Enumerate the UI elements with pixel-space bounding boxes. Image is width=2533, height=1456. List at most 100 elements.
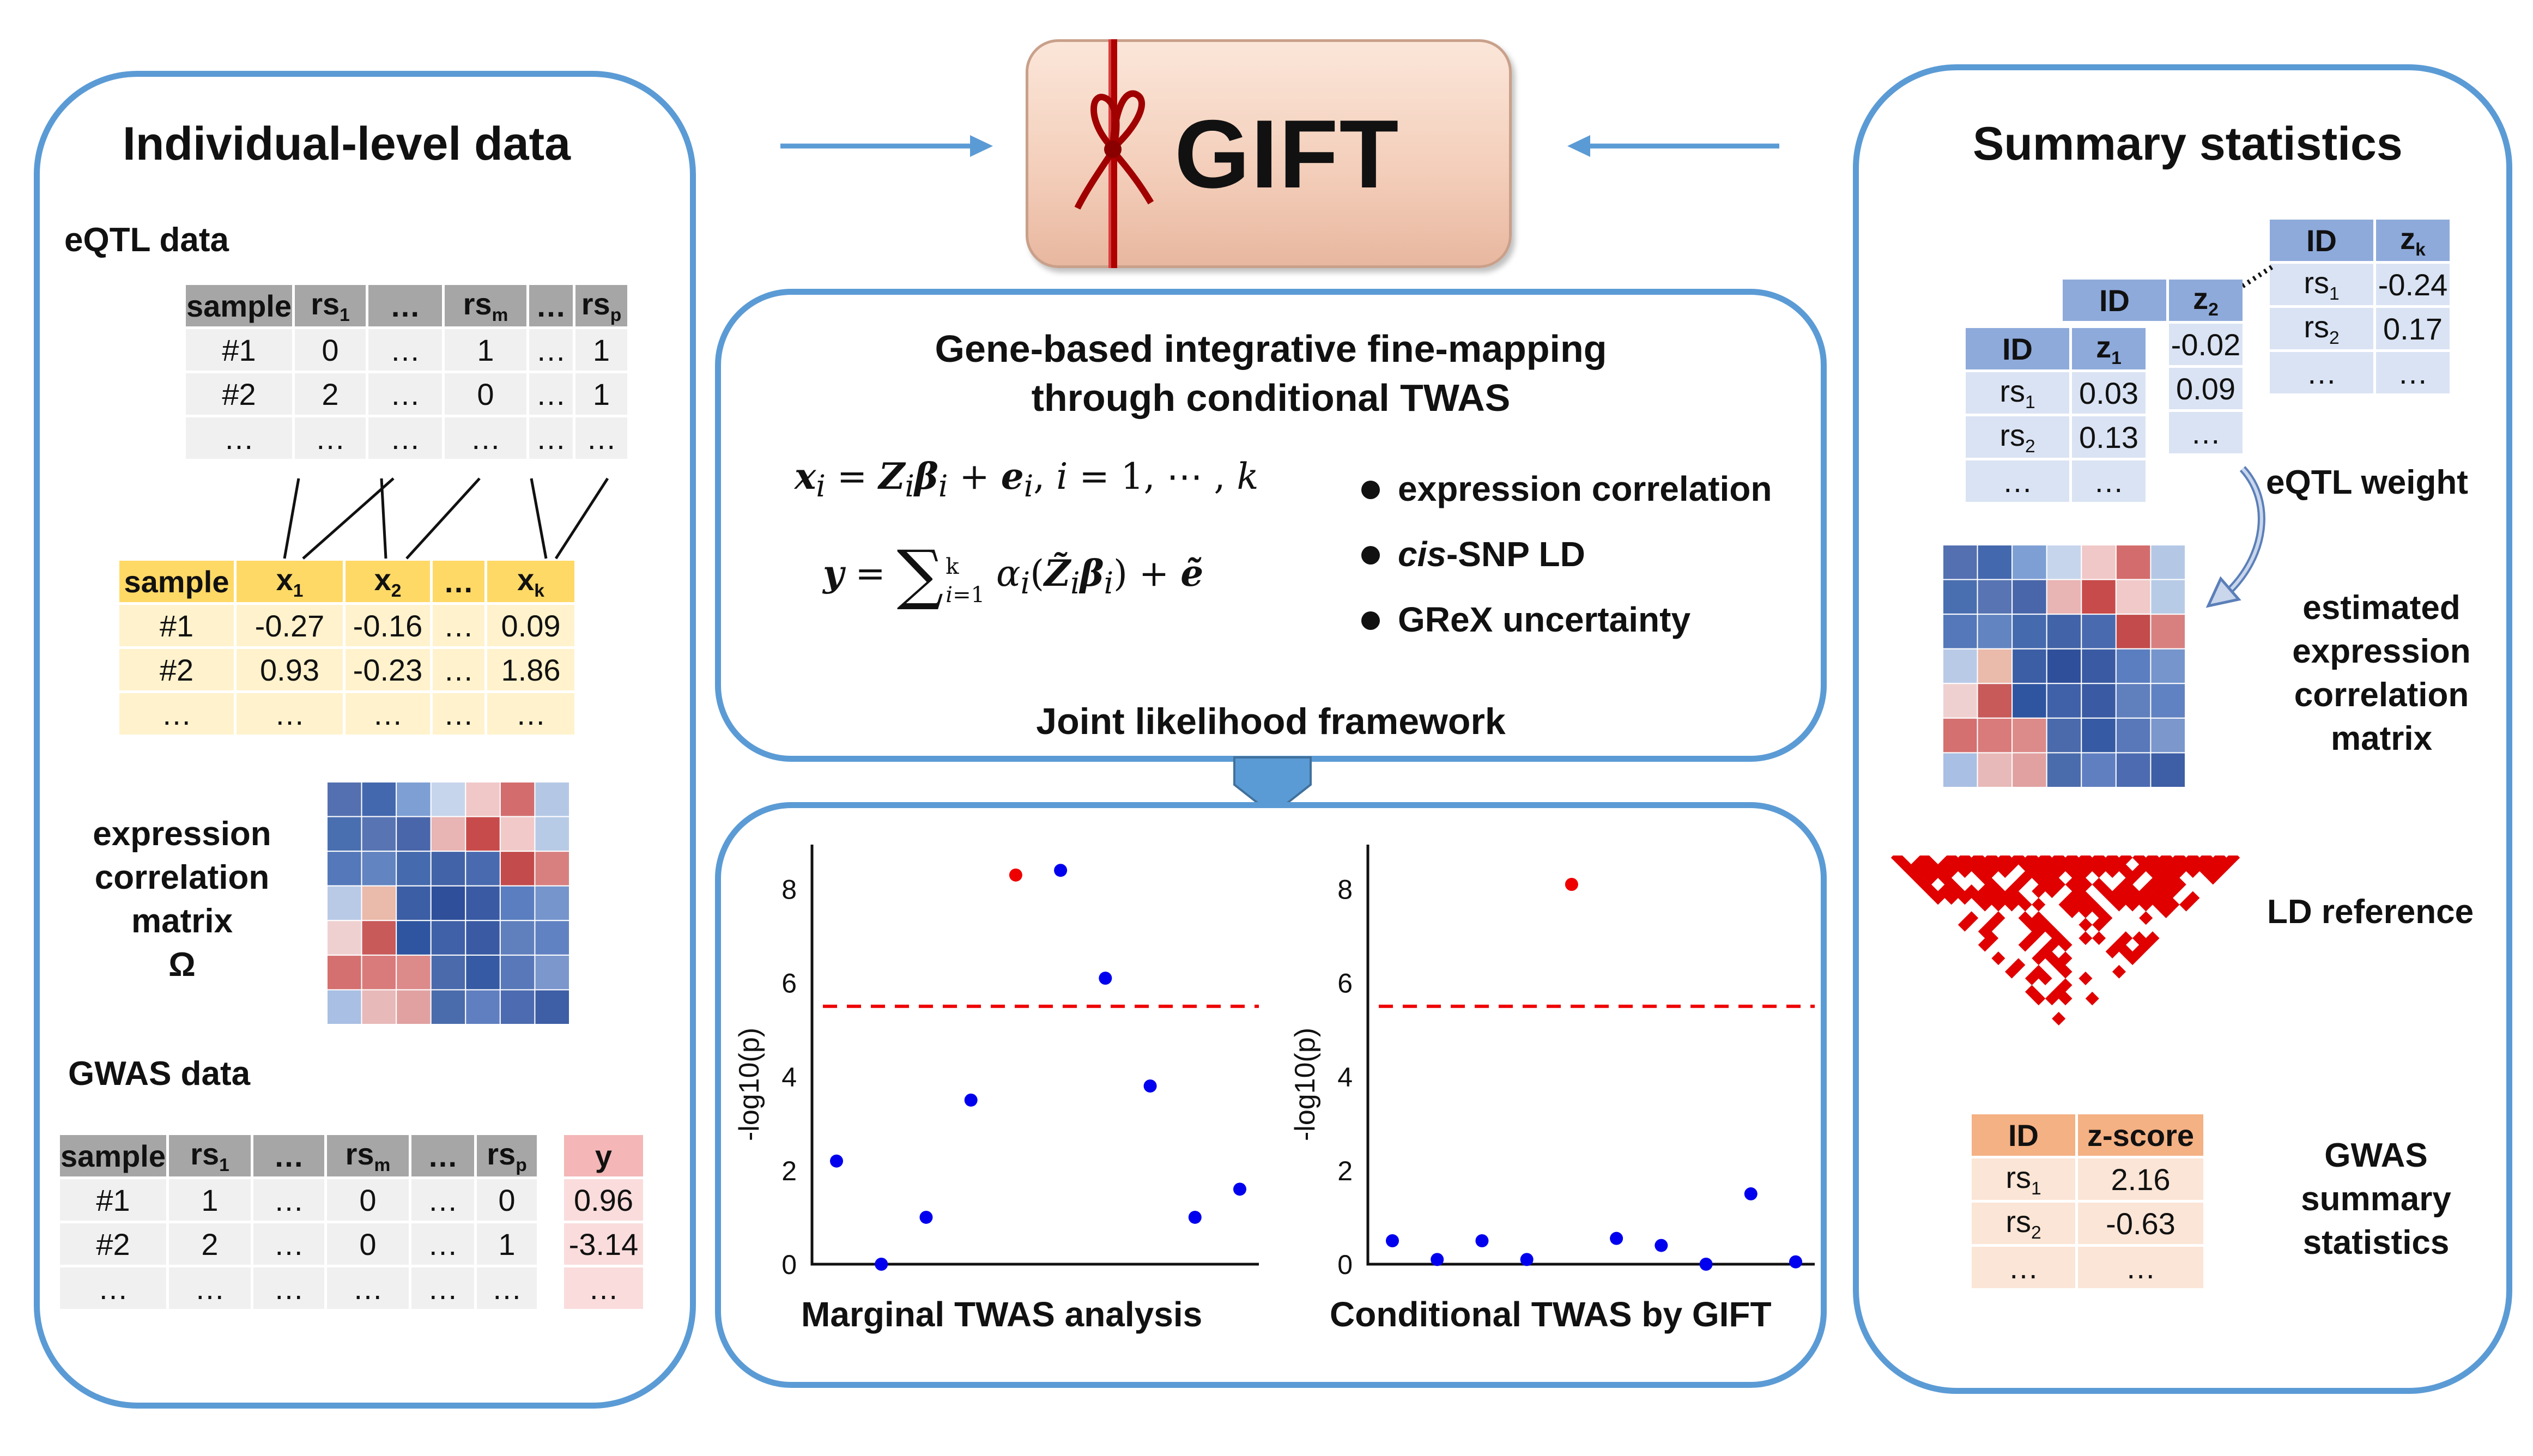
heatmap-cell [1943,545,1978,580]
header-cell: z2 [2169,280,2243,321]
individual-level-title: Individual-level data [123,118,571,170]
gene-point [1699,1258,1713,1271]
table-cell: … [237,693,343,735]
model-title-line1: Gene-based integrative fine-mapping [935,327,1607,370]
marginal-plot-title: Marginal TWAS analysis [801,1295,1203,1334]
y-tick-label: 4 [781,1062,797,1093]
heatmap-cell [327,954,362,991]
conditional-plot-title: Conditional TWAS by GIFT [1330,1295,1772,1334]
table-cell: -0.16 [346,605,430,646]
gene-point [1386,1234,1399,1247]
model-title-line2: through conditional TWAS [1031,377,1511,419]
header-cell: … [411,1135,474,1176]
table-row: …………… [119,693,574,735]
heatmap-cell [2115,545,2152,580]
highlighted-gene-point [1009,868,1022,882]
table-cell: -3.14 [564,1223,643,1265]
header-cell: rsp [575,285,627,326]
gene-point [1233,1182,1246,1196]
table-cell: 0.96 [564,1179,643,1221]
table-row: rs2 -0.63 [1972,1203,2203,1244]
gene-point [875,1258,888,1271]
heatmap-cell [2150,614,2185,650]
heatmap-cell [465,920,501,956]
ld-cell [2078,972,2093,986]
table-row: -3.14 [564,1223,643,1265]
heatmap-cell [327,989,362,1024]
heatmap-cell [2046,614,2082,650]
table-cell: … [1972,1247,2075,1288]
table-cell: … [433,693,484,735]
table-header-row: sample rs1… rsm… rsp [186,285,627,326]
expression-table: sample x1 x2… xk #1 -0.27 -0.16… 0.09 #2 0.93 -0.2… [117,558,577,737]
table-cell: … [186,417,292,459]
heatmap-cell [499,954,536,991]
y-tick-label: 2 [781,1156,797,1186]
header-cell: rs1 [169,1135,251,1176]
heatmap-cell [465,885,501,921]
ld-cell [1965,911,1979,925]
ld-reference-label: LD reference [2267,893,2474,931]
ld-cell [2085,991,2099,1005]
table-cell: 0 [327,1223,409,1265]
table-cell: #2 [60,1223,166,1265]
heatmap-cell [2011,752,2047,787]
heatmap-cell [1943,683,1978,719]
header-cell: z1 [2072,328,2146,369]
heatmap-cell [2150,752,2185,787]
heatmap-cell [2081,683,2117,719]
dotted-connector [2241,264,2275,288]
heatmap-cell [430,989,466,1024]
heatmap-cell [396,851,432,887]
eqtl-data-label: eQTL data [64,221,229,259]
heatmap-cell [499,782,536,817]
table-row: #2 0.93 -0.23… 1.86 [119,649,574,690]
table-cell: rs2 [1972,1203,2075,1244]
table-cell: … [433,605,484,646]
table-header-row: ID zk [2270,220,2450,261]
bullet-dot-icon [1361,546,1380,565]
ld-cell [2139,911,2153,925]
header-cell: rs1 [295,285,366,326]
plot-axes [1366,845,1815,1266]
heatmap-cell [2150,717,2185,754]
est-label-line3: correlation [2294,676,2469,714]
heatmap-cell [327,816,362,852]
bullet-text: expression correlation [1398,469,1772,508]
table-cell: … [368,373,442,415]
curved-arrow-icon [2205,466,2265,608]
heatmap-cell [1943,717,1978,754]
corr-label-omega: Ω [168,946,196,984]
table-cell: … [346,693,430,735]
table-header-row: ID z-score [1972,1114,2203,1156]
table-row: …… [2270,352,2450,393]
header-cell: … [368,285,442,326]
heatmap-cell [2011,579,2047,615]
y-tick-label: 6 [781,968,797,999]
y-tick-label: 2 [1337,1156,1353,1186]
gene-point [1143,1079,1157,1093]
heatmap-cell [1943,648,1978,684]
table-cell: 1 [575,373,627,415]
heatmap-cell [361,851,397,887]
ld-cell [2052,1011,2066,1026]
gwas-summary-line3: statistics [2302,1224,2450,1261]
heatmap-cell [361,782,397,817]
table-cell: -0.23 [346,649,430,690]
heatmap-cell [2046,683,2082,719]
table-row: 0.09 [2063,368,2243,409]
heatmap-cell [2046,717,2082,754]
corr-label-line1: expression [93,815,271,853]
table-cell: 0 [477,1179,537,1221]
joint-likelihood-label: Joint likelihood framework [1036,701,1506,742]
table-cell: … [327,1267,409,1309]
heatmap-cell [430,816,466,852]
heatmap-cell [2115,752,2152,787]
header-cell: ID [2063,280,2166,321]
table-cell: … [529,329,573,371]
table-cell: … [60,1267,166,1309]
y-tick-label: 0 [1337,1249,1353,1280]
table-row: rs1 2.16 [1972,1158,2203,1200]
y-tick-label: 8 [1337,875,1353,905]
